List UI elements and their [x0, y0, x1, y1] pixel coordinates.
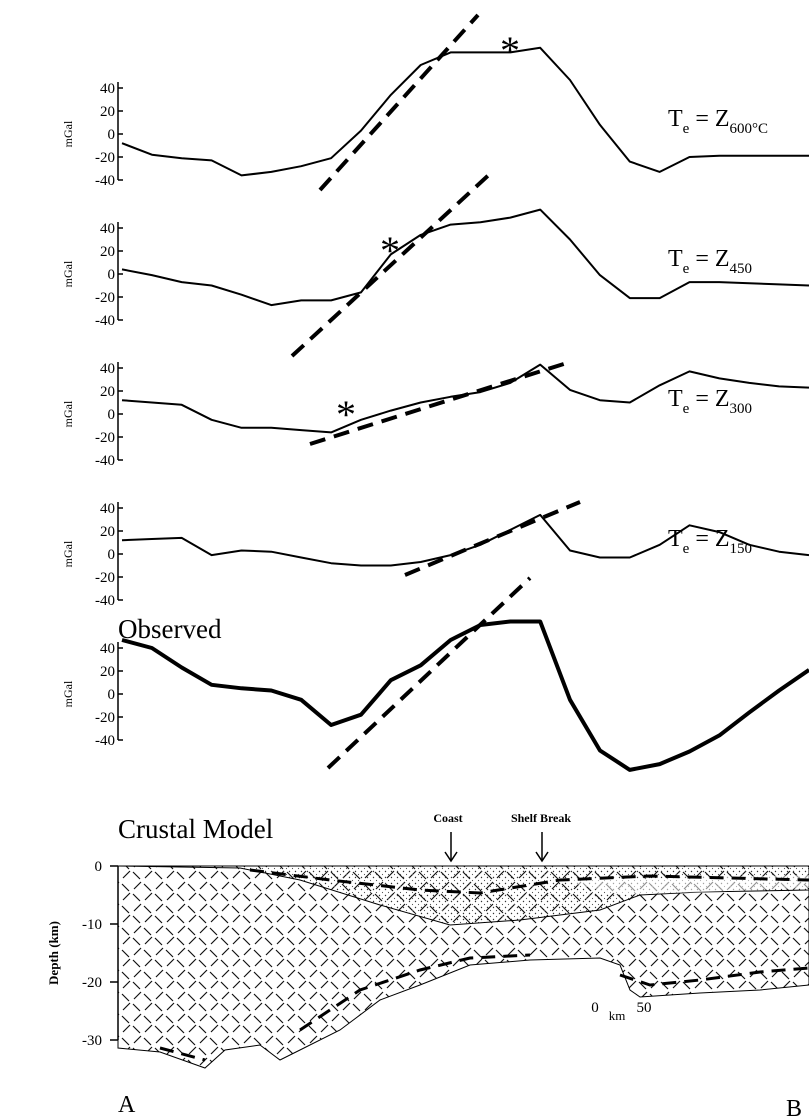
y-tick-label: 20	[100, 384, 115, 400]
annotation: *	[500, 28, 520, 73]
y-tick-label: 40	[100, 81, 115, 97]
trend-line	[318, 13, 480, 192]
trend-line	[290, 170, 494, 358]
label-part: T	[668, 386, 683, 412]
y-tick-label: -10	[82, 917, 102, 933]
label-part: = Z	[689, 246, 729, 272]
model-label: Te = Z300	[668, 386, 752, 417]
y-tick-label: 40	[100, 641, 115, 657]
y-tick-label: 40	[100, 221, 115, 237]
label-part: = Z	[689, 526, 729, 552]
label-part: e	[683, 121, 690, 137]
arrow-head	[444, 851, 458, 863]
label-part: 150	[730, 541, 753, 557]
annotation: Coast	[433, 811, 462, 825]
gravity-curve	[121, 619, 809, 772]
label-part: e	[683, 401, 690, 417]
label-part: 600°C	[730, 121, 769, 137]
sediment-fill	[560, 875, 809, 895]
annotation: *	[380, 228, 400, 273]
crust	[117, 865, 809, 1069]
gravity-curve	[121, 46, 809, 177]
label-part: T	[668, 246, 683, 272]
y-axis-label: mGal	[61, 680, 75, 707]
y-tick-label: 0	[108, 407, 116, 423]
y-axis-label: mGal	[61, 400, 75, 427]
interface	[249, 868, 809, 895]
scale-end: 50	[637, 1000, 652, 1016]
y-tick-label: 20	[100, 524, 115, 540]
y-tick-label: -20	[95, 430, 115, 446]
y-tick-label: 20	[100, 104, 115, 120]
scale-unit: km	[609, 1008, 626, 1023]
endpoint: B	[786, 1096, 802, 1120]
y-tick-label: -40	[95, 593, 115, 609]
y-axis-label: mGal	[61, 120, 75, 147]
label-part: T	[668, 526, 683, 552]
label-part: T	[668, 106, 683, 132]
y-axis-label: Depth (km)	[46, 921, 61, 985]
label-part: 300	[730, 401, 753, 417]
annotation: Shelf Break	[511, 811, 571, 825]
trend-line	[309, 360, 571, 446]
y-tick-label: -20	[82, 975, 102, 991]
y-axis-label: mGal	[61, 260, 75, 287]
y-tick-label: 20	[100, 664, 115, 680]
y-tick-label: -40	[95, 733, 115, 749]
y-tick-label: 0	[108, 547, 116, 563]
y-tick-label: 20	[100, 244, 115, 260]
model-label: Te = Z150	[668, 526, 752, 557]
label-part: e	[683, 261, 690, 277]
y-tick-label: -40	[95, 453, 115, 469]
y-tick-label: -20	[95, 150, 115, 166]
y-tick-label: 0	[108, 127, 116, 143]
endpoint: A	[118, 1092, 136, 1118]
model-label: Te = Z600°C	[668, 106, 768, 137]
model-label: Te = Z450	[668, 246, 752, 277]
trend-line	[404, 500, 581, 577]
arrow-head	[535, 851, 549, 863]
y-tick-label: -20	[95, 570, 115, 586]
panel-title: Observed	[118, 614, 222, 644]
y-tick-label: 0	[108, 687, 116, 703]
y-tick-label: -40	[95, 313, 115, 329]
gravity-curve	[121, 208, 809, 307]
y-tick-label: -20	[95, 290, 115, 306]
label-part: 450	[730, 261, 753, 277]
trend-line	[326, 576, 532, 770]
crustal-section	[117, 865, 809, 1069]
y-tick-label: 0	[95, 859, 103, 875]
y-tick-label: -20	[95, 710, 115, 726]
y-axis-label: mGal	[61, 540, 75, 567]
interface	[159, 953, 809, 1062]
scale-start: 0	[591, 1000, 599, 1016]
y-tick-label: -30	[82, 1033, 102, 1049]
annotation: *	[336, 392, 356, 437]
label-part: = Z	[689, 106, 729, 132]
y-tick-label: 40	[100, 501, 115, 517]
y-tick-label: 0	[108, 267, 116, 283]
y-tick-label: -40	[95, 173, 115, 189]
label-part: e	[683, 541, 690, 557]
label-part: = Z	[689, 386, 729, 412]
y-tick-label: 40	[100, 361, 115, 377]
panel-title: Crustal Model	[118, 814, 273, 844]
